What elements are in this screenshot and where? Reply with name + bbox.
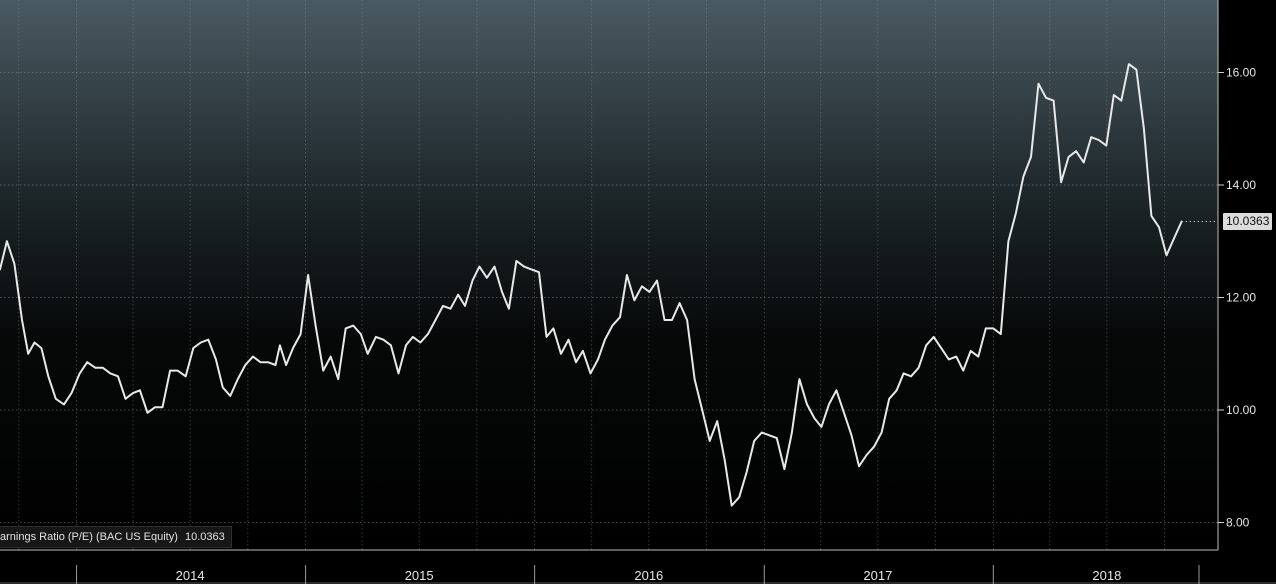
y-tick-label: 10.00 [1226,403,1256,417]
grid [0,0,1218,550]
series [0,63,1218,507]
axis-background [1218,0,1276,584]
x-axis-background [0,550,1218,584]
x-year-label: 2018 [1092,568,1121,583]
last-value-badge: 10.0363 [1223,212,1273,230]
x-year-label: 2015 [405,568,434,583]
y-tick-label: 12.00 [1226,291,1256,305]
y-tick-label: 8.00 [1226,516,1250,530]
y-tick-label: 16.00 [1226,66,1256,80]
x-year-label: 2016 [634,568,663,583]
legend: arnings Ratio (P/E) (BAC US Equity) 10.0… [0,526,232,548]
series-line [0,63,1183,507]
x-year-label: 2014 [176,568,205,583]
x-year-label: 2017 [863,568,892,583]
legend-value: 10.0363 [184,531,225,543]
y-tick-label: 14.00 [1226,178,1256,192]
legend-series-name: arnings Ratio (P/E) (BAC US Equity) [0,531,178,543]
plot-background [0,0,1218,550]
